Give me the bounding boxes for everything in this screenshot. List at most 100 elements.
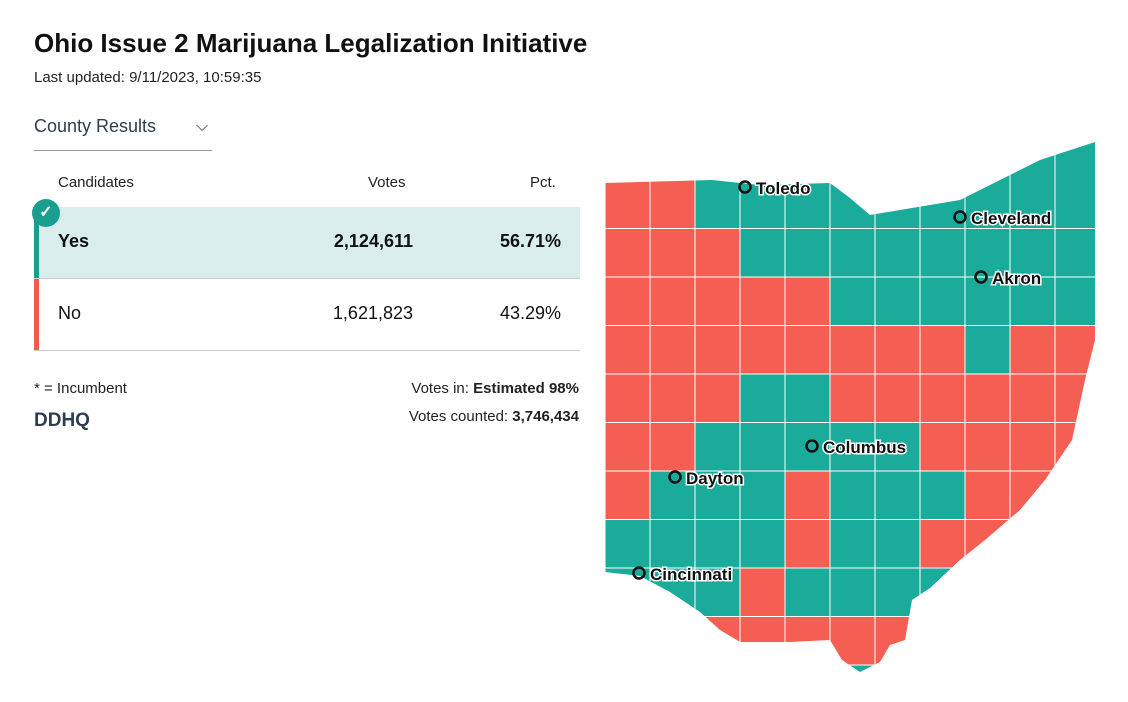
county[interactable] [784, 567, 831, 617]
county[interactable] [1054, 664, 1100, 702]
county[interactable] [919, 276, 966, 326]
county[interactable] [694, 422, 741, 472]
county[interactable] [964, 664, 1011, 702]
county[interactable] [919, 470, 966, 520]
county[interactable] [1009, 616, 1056, 666]
county[interactable] [874, 616, 921, 666]
county[interactable] [919, 664, 966, 702]
county[interactable] [874, 325, 921, 375]
county[interactable] [1054, 373, 1100, 423]
county[interactable] [919, 616, 966, 666]
county[interactable] [964, 422, 1011, 472]
county[interactable] [694, 228, 741, 278]
county[interactable] [1009, 422, 1056, 472]
county[interactable] [1009, 373, 1056, 423]
county[interactable] [964, 373, 1011, 423]
county[interactable] [739, 664, 786, 702]
county[interactable] [874, 664, 921, 702]
county[interactable] [919, 325, 966, 375]
county[interactable] [694, 664, 741, 702]
county[interactable] [919, 228, 966, 278]
county[interactable] [1054, 325, 1100, 375]
county[interactable] [1009, 567, 1056, 617]
county[interactable] [739, 325, 786, 375]
county[interactable] [605, 325, 651, 375]
county[interactable] [1009, 470, 1056, 520]
county[interactable] [829, 228, 876, 278]
county[interactable] [829, 616, 876, 666]
county[interactable] [874, 567, 921, 617]
county[interactable] [919, 519, 966, 569]
county[interactable] [649, 140, 696, 229]
county[interactable] [784, 519, 831, 569]
county[interactable] [739, 373, 786, 423]
results-view-dropdown[interactable]: County Results ⌵ [34, 116, 212, 151]
county[interactable] [739, 519, 786, 569]
county[interactable] [739, 470, 786, 520]
county[interactable] [784, 228, 831, 278]
county[interactable] [784, 276, 831, 326]
county[interactable] [919, 422, 966, 472]
county[interactable] [605, 470, 651, 520]
county[interactable] [829, 373, 876, 423]
county[interactable] [874, 519, 921, 569]
county[interactable] [649, 325, 696, 375]
county[interactable] [829, 325, 876, 375]
county[interactable] [964, 470, 1011, 520]
county[interactable] [739, 276, 786, 326]
county[interactable] [874, 140, 921, 229]
county[interactable] [919, 567, 966, 617]
county[interactable] [649, 276, 696, 326]
county[interactable] [649, 422, 696, 472]
county[interactable] [964, 567, 1011, 617]
county[interactable] [694, 519, 741, 569]
county[interactable] [874, 373, 921, 423]
county[interactable] [694, 567, 741, 617]
county[interactable] [649, 664, 696, 702]
county[interactable] [829, 140, 876, 229]
county[interactable] [829, 567, 876, 617]
county[interactable] [649, 470, 696, 520]
county[interactable] [1054, 140, 1100, 229]
county[interactable] [874, 276, 921, 326]
county[interactable] [1054, 228, 1100, 278]
county[interactable] [605, 276, 651, 326]
county[interactable] [739, 228, 786, 278]
county[interactable] [739, 567, 786, 617]
county[interactable] [649, 228, 696, 278]
county[interactable] [605, 616, 651, 666]
county[interactable] [605, 228, 651, 278]
county[interactable] [605, 422, 651, 472]
county[interactable] [1009, 228, 1056, 278]
county[interactable] [784, 470, 831, 520]
county[interactable] [1054, 519, 1100, 569]
county[interactable] [605, 519, 651, 569]
county[interactable] [1009, 325, 1056, 375]
county[interactable] [919, 373, 966, 423]
county[interactable] [739, 422, 786, 472]
county[interactable] [739, 616, 786, 666]
county[interactable] [694, 373, 741, 423]
county[interactable] [649, 519, 696, 569]
county[interactable] [784, 616, 831, 666]
county[interactable] [1054, 470, 1100, 520]
county[interactable] [1054, 616, 1100, 666]
county[interactable] [874, 422, 921, 472]
county[interactable] [784, 325, 831, 375]
county[interactable] [649, 616, 696, 666]
county[interactable] [1054, 276, 1100, 326]
county[interactable] [694, 470, 741, 520]
county[interactable] [605, 140, 651, 229]
county[interactable] [1009, 664, 1056, 702]
county[interactable] [694, 140, 741, 229]
county[interactable] [1054, 422, 1100, 472]
county[interactable] [694, 616, 741, 666]
county[interactable] [829, 664, 876, 702]
county[interactable] [649, 373, 696, 423]
county[interactable] [694, 325, 741, 375]
county[interactable] [919, 140, 966, 229]
county[interactable] [694, 276, 741, 326]
county[interactable] [964, 519, 1011, 569]
county[interactable] [784, 373, 831, 423]
county[interactable] [605, 664, 651, 702]
